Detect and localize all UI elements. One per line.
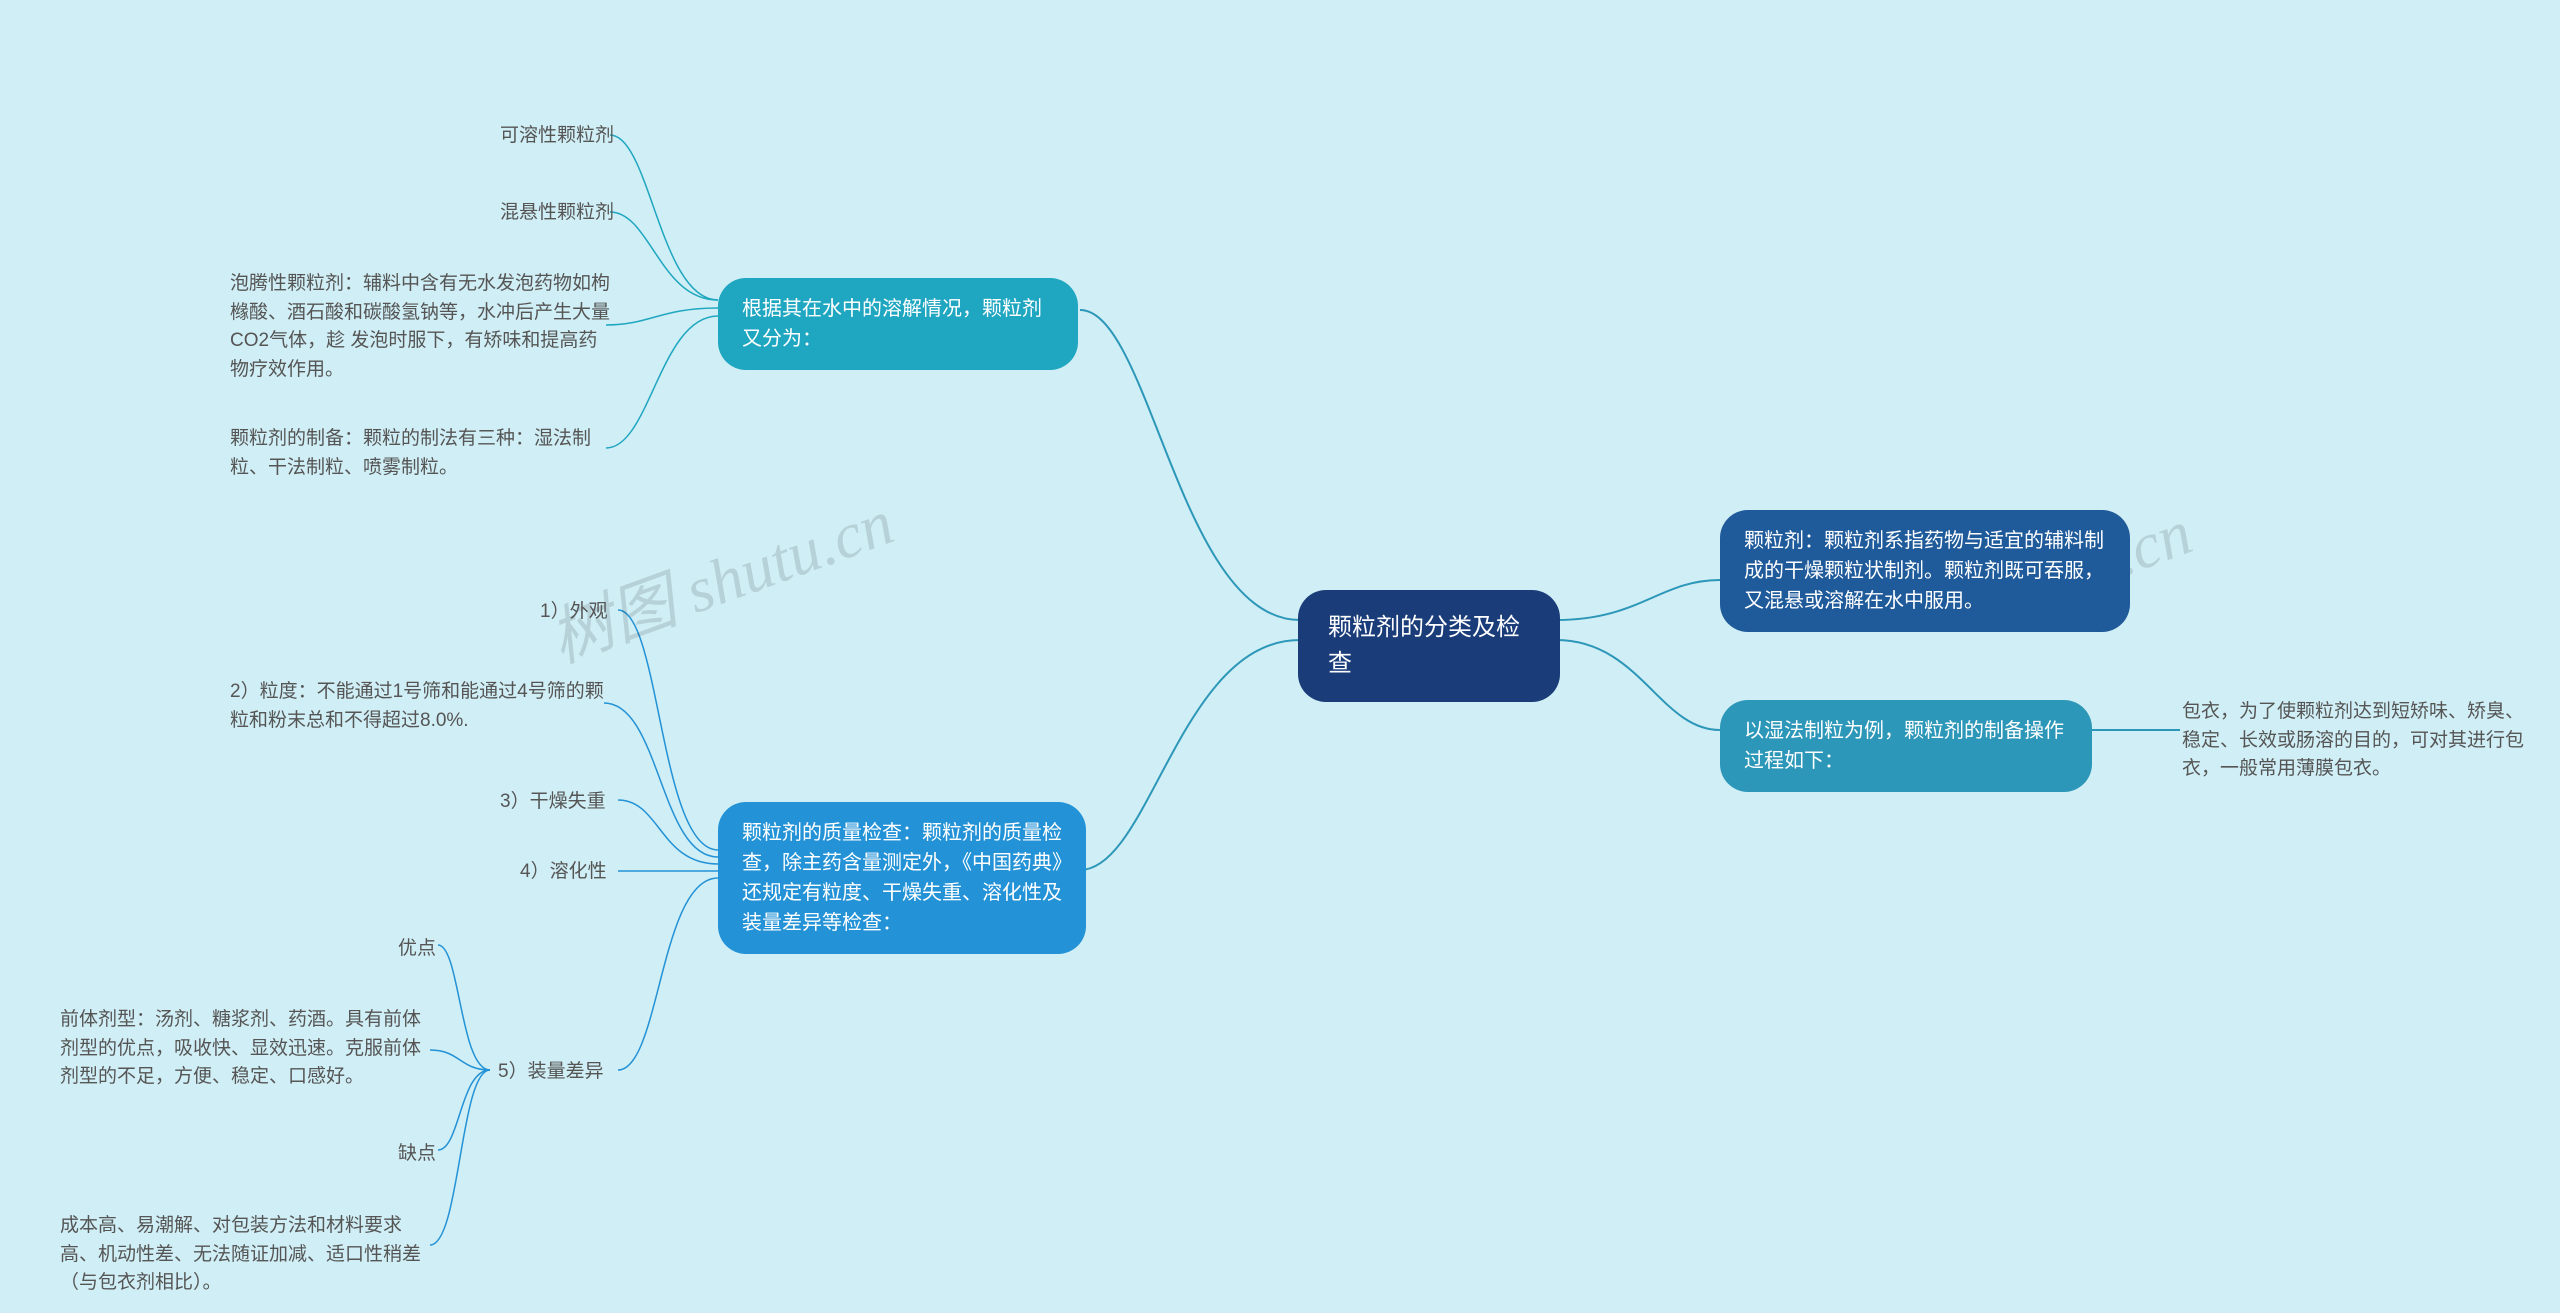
leaf-soluble: 可溶性颗粒剂	[500, 122, 614, 151]
node-quality: 颗粒剂的质量检查：颗粒剂的质量检查，除主药含量测定外，《中国药典》还规定有粒度、…	[718, 802, 1086, 954]
leaf-q1: 1）外观	[540, 598, 608, 627]
leaf-prep3: 颗粒剂的制备：颗粒的制法有三种：湿法制粒、干法制粒、喷雾制粒。	[230, 425, 610, 482]
leaf-q5: 5）装量差异	[498, 1058, 604, 1087]
leaf-prep-coating: 包衣，为了使颗粒剂达到短矫味、矫臭、稳定、长效或肠溶的目的，可对其进行包衣，一般…	[2182, 698, 2542, 784]
leaf-youdian-body: 前体剂型：汤剂、糖浆剂、药酒。具有前体剂型的优点，吸收快、显效迅速。克服前体剂型…	[60, 1006, 432, 1092]
leaf-q2: 2）粒度：不能通过1号筛和能通过4号筛的颗粒和粉末总和不得超过8.0%.	[230, 678, 608, 735]
leaf-effervescent: 泡腾性颗粒剂：辅料中含有无水发泡药物如枸橼酸、酒石酸和碳酸氢钠等，水冲后产生大量…	[230, 270, 610, 384]
sublabel-youdian: 优点	[398, 933, 436, 960]
edge-layer	[0, 0, 2560, 1313]
watermark: 树图 shutu.cn	[535, 471, 904, 680]
node-dissolve: 根据其在水中的溶解情况，颗粒剂又分为：	[718, 278, 1078, 370]
node-definition: 颗粒剂：颗粒剂系指药物与适宜的辅料制成的干燥颗粒状制剂。颗粒剂既可吞服，又混悬或…	[1720, 510, 2130, 632]
node-prep: 以湿法制粒为例，颗粒剂的制备操作过程如下：	[1720, 700, 2092, 792]
leaf-quedian-body: 成本高、易潮解、对包装方法和材料要求高、机动性差、无法随证加减、适口性稍差（与包…	[60, 1212, 432, 1298]
leaf-q4: 4）溶化性	[520, 858, 607, 887]
leaf-q3: 3）干燥失重	[500, 788, 606, 817]
leaf-suspension: 混悬性颗粒剂	[500, 199, 614, 228]
root-node: 颗粒剂的分类及检查	[1298, 590, 1560, 702]
sublabel-quedian: 缺点	[398, 1138, 436, 1165]
